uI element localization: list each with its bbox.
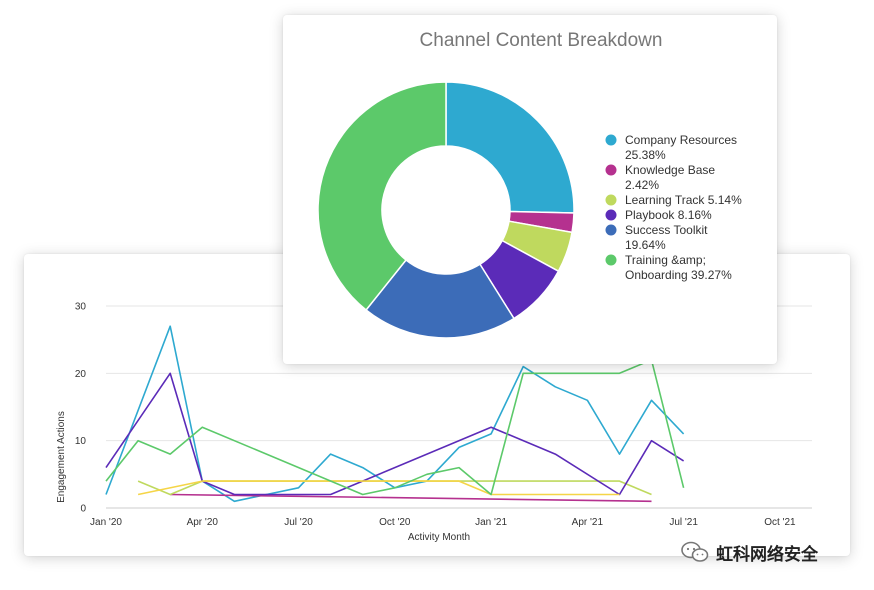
legend-value: 19.64%: [625, 238, 666, 252]
legend-value: Onboarding 39.27%: [625, 268, 732, 282]
legend-swatch: [605, 164, 617, 176]
donut-chart: Channel Content Breakdown Company Resourc…: [317, 30, 742, 339]
legend-swatch: [605, 134, 617, 146]
y-tick-label: 10: [75, 436, 87, 447]
x-tick-label: Jul '20: [284, 517, 313, 528]
series-line: [105, 325, 685, 503]
y-tick-label: 0: [80, 504, 86, 515]
legend-label: Success Toolkit: [625, 223, 708, 237]
legend-value: 25.38%: [625, 148, 666, 162]
x-axis-title: Activity Month: [408, 532, 470, 543]
line-chart: 0 10 20 30 Jan '20 Apr '20 Jul '20 Oct '20 Jan '…: [56, 302, 812, 543]
legend-label: Company Resources: [625, 133, 737, 147]
y-tick-label: 20: [75, 369, 87, 380]
x-tick-label: Oct '20: [379, 517, 411, 528]
chart-title: Channel Content Breakdown: [420, 30, 663, 51]
donut-slice: [317, 81, 447, 312]
legend-swatch: [605, 209, 617, 221]
x-tick-label: Jan '21: [475, 517, 507, 528]
x-tick-label: Jul '21: [669, 517, 698, 528]
legend-swatch: [605, 194, 617, 206]
legend-label: Playbook 8.16%: [625, 208, 712, 222]
donut-chart-card: Channel Content Breakdown Company Resourc…: [283, 15, 777, 364]
x-tick-label: Apr '21: [572, 517, 604, 528]
x-tick-label: Apr '20: [187, 517, 219, 528]
series-line: [170, 493, 652, 503]
y-axis-title: Engagement Actions: [56, 411, 67, 503]
series-line: [105, 359, 685, 496]
legend-swatch: [605, 254, 617, 266]
x-tick-label: Oct '21: [764, 517, 796, 528]
donut-slice: [365, 258, 515, 339]
series-line: [105, 372, 685, 496]
legend-value: 2.42%: [625, 178, 659, 192]
legend-label: Learning Track 5.14%: [625, 193, 742, 207]
legend-label: Training &amp;: [625, 253, 706, 267]
wechat-icon: [681, 541, 709, 562]
legend-swatch: [605, 224, 617, 236]
series-line: [137, 480, 620, 496]
x-tick-label: Jan '20: [90, 517, 122, 528]
legend-label: Knowledge Base: [625, 163, 715, 177]
y-tick-label: 30: [75, 302, 87, 313]
watermark-text: 虹科网络安全: [716, 544, 818, 565]
donut-slice: [445, 81, 575, 214]
watermark: 虹科网络安全: [680, 540, 818, 565]
